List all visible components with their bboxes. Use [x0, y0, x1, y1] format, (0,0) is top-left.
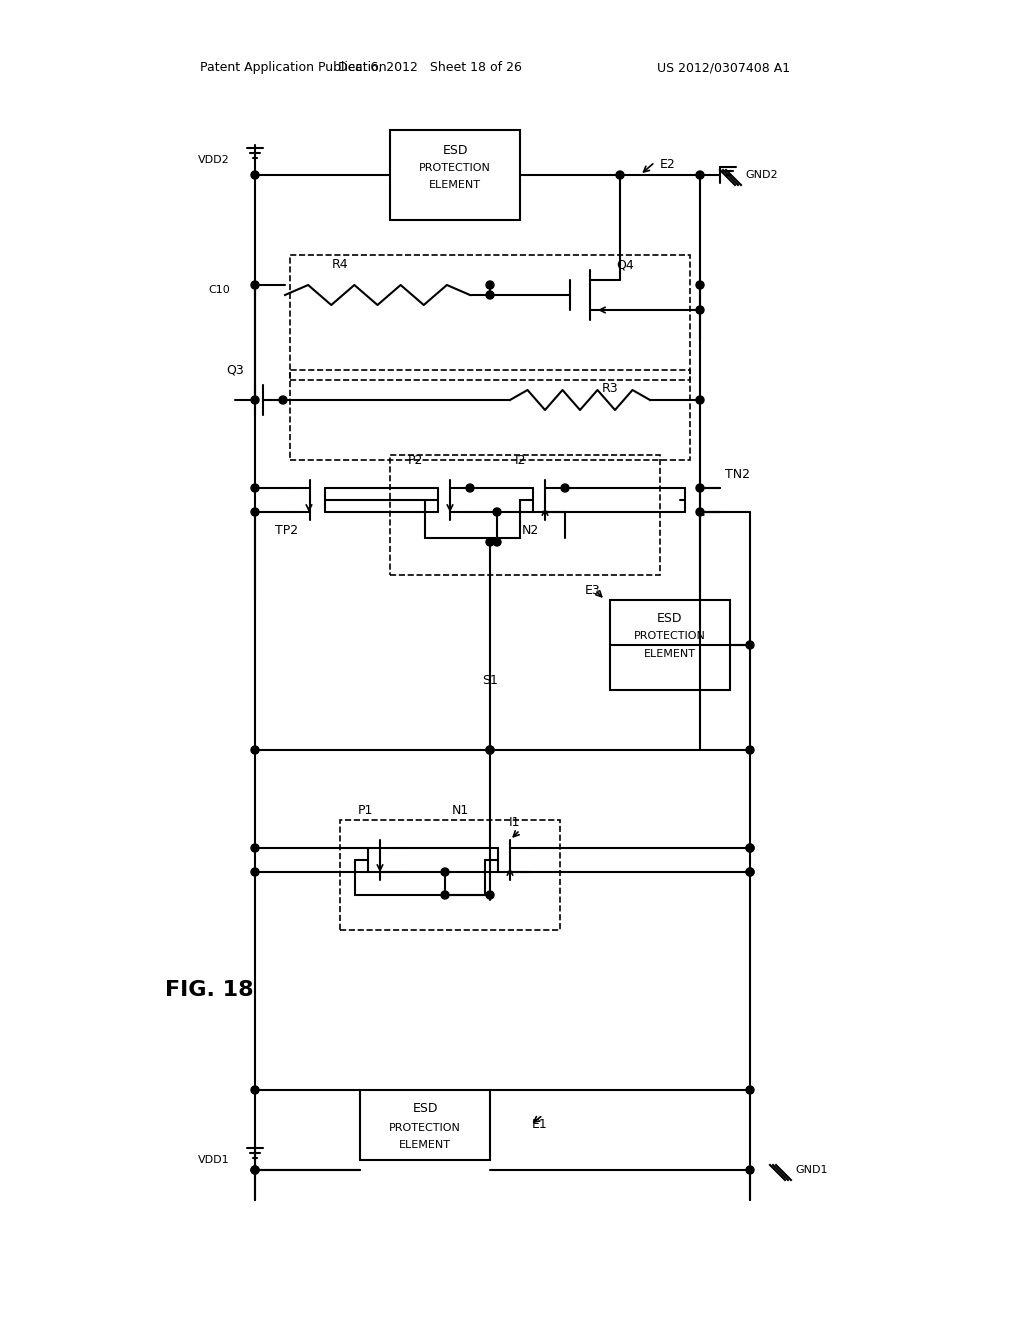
- Circle shape: [486, 281, 494, 289]
- Circle shape: [746, 869, 754, 876]
- Bar: [390, 455, 660, 576]
- Circle shape: [251, 869, 259, 876]
- Text: US 2012/0307408 A1: US 2012/0307408 A1: [656, 62, 790, 74]
- Circle shape: [746, 1166, 754, 1173]
- Circle shape: [746, 843, 754, 851]
- Text: TN2: TN2: [725, 469, 750, 482]
- Text: I2: I2: [514, 454, 525, 466]
- Text: ELEMENT: ELEMENT: [429, 180, 481, 190]
- Circle shape: [696, 396, 705, 404]
- Circle shape: [696, 172, 705, 180]
- Text: FIG. 18: FIG. 18: [165, 979, 254, 1001]
- Bar: [610, 601, 730, 690]
- Text: TP2: TP2: [275, 524, 298, 536]
- Circle shape: [251, 484, 259, 492]
- Text: I1: I1: [509, 816, 521, 829]
- Circle shape: [251, 281, 259, 289]
- Text: VDD2: VDD2: [199, 154, 230, 165]
- Circle shape: [251, 1086, 259, 1094]
- Circle shape: [441, 869, 449, 876]
- Text: N1: N1: [452, 804, 469, 817]
- Text: E2: E2: [660, 158, 676, 172]
- Circle shape: [746, 843, 754, 851]
- Circle shape: [616, 172, 624, 180]
- Circle shape: [251, 843, 259, 851]
- Text: R4: R4: [332, 259, 348, 272]
- Text: ESD: ESD: [413, 1101, 437, 1114]
- Text: C10: C10: [208, 285, 230, 294]
- Text: VDD1: VDD1: [199, 1155, 230, 1166]
- Circle shape: [493, 539, 501, 546]
- Text: E3: E3: [585, 583, 600, 597]
- Text: PROTECTION: PROTECTION: [419, 162, 490, 173]
- Circle shape: [696, 484, 705, 492]
- Circle shape: [251, 1166, 259, 1173]
- Circle shape: [746, 1086, 754, 1094]
- Circle shape: [696, 306, 705, 314]
- Text: Q3: Q3: [226, 363, 244, 376]
- Bar: [360, 1090, 490, 1160]
- Circle shape: [486, 539, 494, 546]
- Text: GND2: GND2: [745, 170, 777, 180]
- Text: P2: P2: [408, 454, 423, 466]
- Text: N2: N2: [521, 524, 539, 536]
- Text: PROTECTION: PROTECTION: [634, 631, 706, 642]
- Text: GND1: GND1: [795, 1166, 827, 1175]
- Circle shape: [251, 508, 259, 516]
- Text: Dec. 6, 2012   Sheet 18 of 26: Dec. 6, 2012 Sheet 18 of 26: [338, 62, 522, 74]
- Text: PROTECTION: PROTECTION: [389, 1123, 461, 1133]
- Circle shape: [493, 508, 501, 516]
- Circle shape: [486, 746, 494, 754]
- Circle shape: [486, 891, 494, 899]
- Text: ELEMENT: ELEMENT: [644, 649, 696, 659]
- Bar: [290, 370, 690, 459]
- Circle shape: [746, 869, 754, 876]
- Text: P1: P1: [357, 804, 373, 817]
- Text: Q4: Q4: [616, 259, 634, 272]
- Circle shape: [251, 396, 259, 404]
- Text: R3: R3: [602, 381, 618, 395]
- Text: E1: E1: [532, 1118, 548, 1131]
- Circle shape: [696, 508, 705, 516]
- Circle shape: [251, 1166, 259, 1173]
- Circle shape: [696, 281, 705, 289]
- Circle shape: [746, 642, 754, 649]
- Text: ESD: ESD: [657, 611, 683, 624]
- Text: Patent Application Publication: Patent Application Publication: [200, 62, 387, 74]
- Circle shape: [441, 891, 449, 899]
- Text: ELEMENT: ELEMENT: [399, 1140, 451, 1150]
- Bar: [290, 255, 690, 380]
- Bar: [390, 129, 520, 220]
- Circle shape: [466, 484, 474, 492]
- Circle shape: [251, 746, 259, 754]
- Circle shape: [279, 396, 287, 404]
- Text: S1: S1: [482, 673, 498, 686]
- Circle shape: [746, 746, 754, 754]
- Circle shape: [561, 484, 569, 492]
- Bar: [340, 820, 560, 931]
- Circle shape: [251, 172, 259, 180]
- Text: ESD: ESD: [442, 144, 468, 157]
- Circle shape: [486, 746, 494, 754]
- Circle shape: [486, 290, 494, 300]
